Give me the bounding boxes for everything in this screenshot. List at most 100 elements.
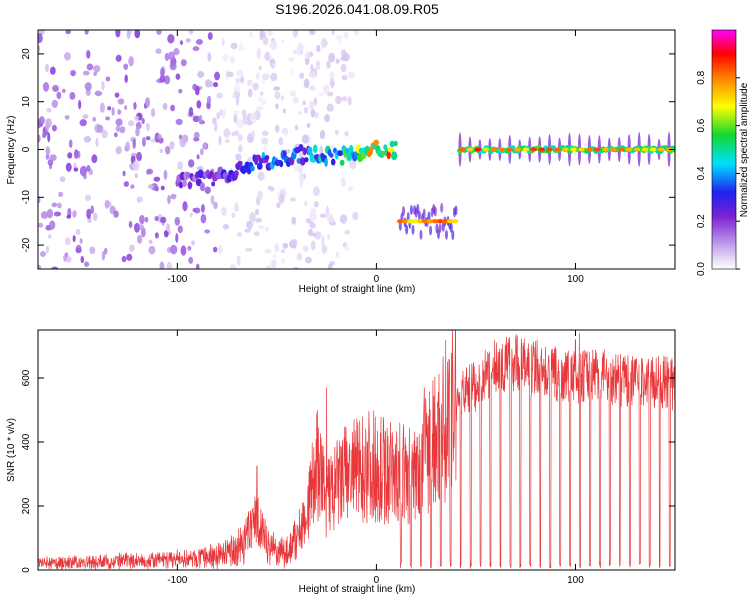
noise-blob <box>117 98 125 105</box>
noise-blob <box>160 67 165 78</box>
noise-blob <box>196 154 200 160</box>
noise-blob <box>310 108 315 118</box>
noise-blob <box>49 154 57 161</box>
noise-blob <box>203 142 207 149</box>
noise-blob <box>192 83 198 91</box>
snr-ytick-label: 400 <box>21 433 32 450</box>
noise-blob <box>83 136 92 143</box>
trace-blob <box>304 157 309 163</box>
noise-blob <box>99 102 105 113</box>
noise-blob <box>117 109 122 115</box>
noise-blob <box>347 71 355 79</box>
noise-blob <box>159 216 167 224</box>
noise-blob <box>79 238 83 244</box>
noise-blob <box>63 254 67 262</box>
noise-blob <box>230 42 238 50</box>
noise-blob <box>72 235 76 242</box>
noise-blob <box>138 214 145 225</box>
noise-blob <box>269 40 278 51</box>
noise-blob <box>157 133 162 140</box>
noise-blob <box>348 186 354 192</box>
noise-blob <box>175 118 183 126</box>
noise-blob <box>306 123 311 129</box>
carrier-blob <box>570 147 577 152</box>
noise-blob <box>261 137 269 145</box>
carrier-blob <box>506 147 514 152</box>
noise-blob <box>326 60 331 69</box>
carrier-blob <box>538 147 546 152</box>
shifted-blob <box>441 219 449 224</box>
noise-blob <box>252 82 259 91</box>
carrier-blob <box>562 147 569 152</box>
noise-blob <box>282 108 287 114</box>
shifted-halo <box>405 224 409 235</box>
noise-blob <box>124 105 128 110</box>
noise-blob <box>231 55 235 65</box>
noise-blob <box>123 181 130 187</box>
snr-ytick-label: 200 <box>21 497 32 514</box>
noise-blob <box>259 30 264 41</box>
shifted-blob <box>402 219 409 224</box>
noise-blob <box>258 225 264 230</box>
colorbar-tick-label: 0.4 <box>696 166 707 180</box>
noise-blob <box>121 255 127 263</box>
noise-blob <box>180 59 187 67</box>
colorbar-label: Normalized spectral amplitude <box>739 82 750 217</box>
noise-blob <box>48 234 52 239</box>
noise-blob <box>256 106 264 111</box>
noise-blob <box>133 102 137 110</box>
shifted-halo <box>451 230 455 241</box>
noise-blob <box>265 265 272 269</box>
noise-blob <box>232 110 240 115</box>
noise-blob <box>231 212 236 218</box>
noise-blob <box>151 108 156 117</box>
trace-blob <box>234 170 239 177</box>
trace-blob <box>209 170 214 176</box>
noise-blob <box>139 224 145 231</box>
noise-blob <box>104 199 110 210</box>
carrier-blob <box>633 147 641 152</box>
noise-blob <box>124 74 128 84</box>
noise-blob <box>134 173 138 179</box>
noise-blob <box>93 65 101 73</box>
noise-blob <box>156 30 162 35</box>
noise-blob <box>309 100 315 111</box>
shifted-halo <box>454 205 458 216</box>
noise-blob <box>122 170 126 177</box>
noise-blob <box>113 210 119 218</box>
noise-blob <box>339 214 348 224</box>
noise-blob <box>153 176 161 182</box>
trace-blob <box>339 159 345 166</box>
noise-blob <box>51 202 58 208</box>
noise-blob <box>329 78 335 88</box>
noise-blob <box>82 114 89 119</box>
noise-blob <box>340 56 348 62</box>
noise-blob <box>182 201 188 212</box>
noise-blob <box>38 134 41 143</box>
noise-blob <box>235 153 242 161</box>
trace-blob <box>264 155 270 161</box>
noise-blob <box>326 103 334 112</box>
noise-blob <box>335 34 343 40</box>
noise-blob <box>278 193 285 204</box>
noise-blob <box>299 72 304 79</box>
noise-blob <box>314 111 319 119</box>
noise-blob <box>335 251 340 259</box>
noise-blob <box>191 240 195 246</box>
shifted-halo <box>422 208 426 219</box>
noise-blob <box>150 138 156 143</box>
noise-blob <box>328 215 335 223</box>
noise-blob <box>319 129 326 140</box>
noise-blob <box>240 75 245 84</box>
noise-blob <box>187 245 192 251</box>
colorbar-tick-label: 0.0 <box>696 262 707 276</box>
noise-blob <box>38 196 41 204</box>
noise-blob <box>174 216 181 226</box>
noise-blob <box>309 222 316 229</box>
noise-blob <box>40 211 49 219</box>
noise-blob <box>274 91 281 100</box>
noise-blob <box>214 71 221 81</box>
noise-blob <box>92 116 97 122</box>
noise-blob <box>113 132 118 138</box>
